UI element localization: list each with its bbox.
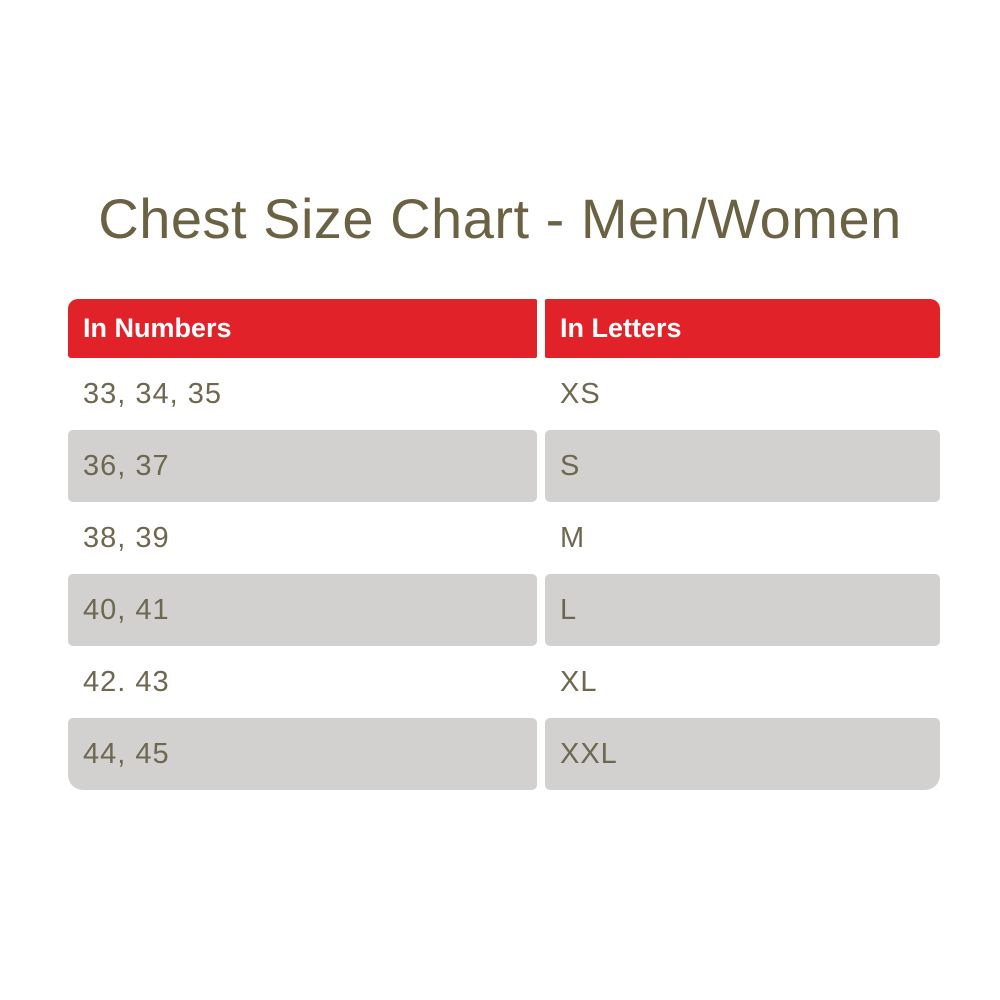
numbers-cell: 33, 34, 35	[83, 377, 222, 410]
table-header-row: In Numbers In Letters	[68, 299, 940, 358]
numbers-cell: 38, 39	[83, 521, 170, 554]
numbers-cell: 42. 43	[83, 665, 170, 698]
letters-cell: XXL	[545, 718, 940, 790]
letters-cell: L	[545, 574, 940, 646]
table-row: 36, 37 S	[68, 430, 940, 502]
page-title: Chest Size Chart - Men/Women	[98, 187, 902, 250]
table-row: 40, 41 L	[68, 574, 940, 646]
numbers-cell: 44, 45	[68, 718, 537, 790]
letters-cell: XL	[560, 665, 598, 698]
size-chart-table: In Numbers In Letters 33, 34, 35 XS 36, …	[68, 299, 940, 790]
letters-cell: XS	[560, 377, 601, 410]
table-row: 42. 43 XL	[68, 646, 940, 718]
table-row: 44, 45 XXL	[68, 718, 940, 790]
table-row: 38, 39 M	[68, 502, 940, 574]
table-row: 33, 34, 35 XS	[68, 358, 940, 430]
numbers-cell: 40, 41	[68, 574, 537, 646]
header-cell-in-letters: In Letters	[545, 299, 940, 358]
numbers-cell: 36, 37	[68, 430, 537, 502]
letters-cell: M	[560, 521, 586, 554]
header-cell-in-numbers: In Numbers	[68, 299, 537, 358]
letters-cell: S	[545, 430, 940, 502]
